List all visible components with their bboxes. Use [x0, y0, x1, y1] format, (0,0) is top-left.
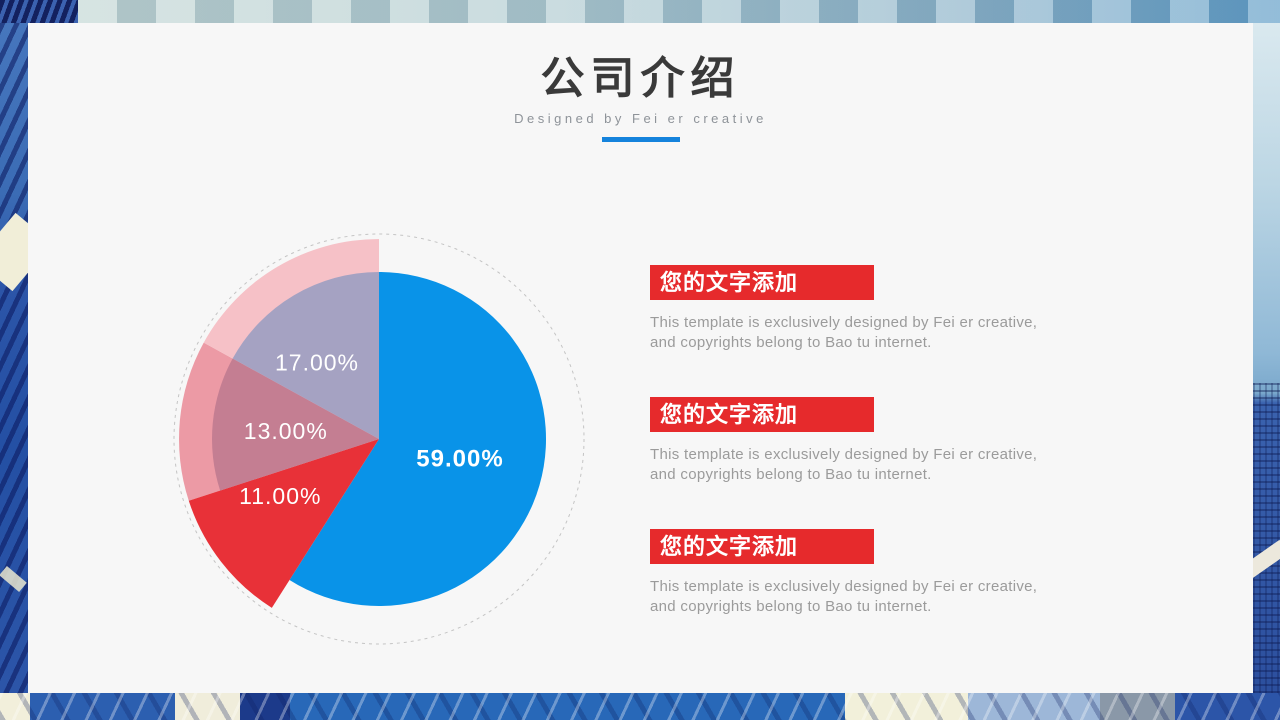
background-building-bands [78, 0, 1280, 23]
pie-label-59: 59.00% [416, 446, 503, 473]
pie-slice-59 [289, 272, 547, 606]
body-line: and copyrights belong to Bao tu internet… [650, 598, 932, 615]
page-title: 公司介绍 [540, 54, 741, 103]
background-photo-bottom [0, 693, 1280, 720]
text-block-2: 您的文字添加 This template is exclusively desi… [650, 397, 1102, 485]
background-building-corner [0, 0, 78, 23]
text-block-3: 您的文字添加 This template is exclusively desi… [650, 529, 1102, 617]
pie-label-13: 13.00% [244, 418, 328, 444]
background-photo-left [0, 23, 28, 693]
title-accent-bar [601, 137, 680, 142]
pie-label-17: 17.00% [275, 349, 359, 375]
pie-slice-17 [232, 272, 379, 439]
background-photo-top [0, 0, 1280, 23]
pie-chart: 59.00% 11.00% 13.00% 17.00% [169, 229, 589, 649]
text-block-1-heading: 您的文字添加 [650, 265, 874, 300]
body-line: This template is exclusively designed by… [650, 446, 1038, 463]
text-block-3-heading: 您的文字添加 [650, 529, 874, 564]
background-sky-patch-small [0, 566, 27, 592]
body-line: and copyrights belong to Bao tu internet… [650, 466, 932, 483]
slide-card: 公司介绍 Designed by Fei er creative 59.00% 1… [28, 23, 1253, 693]
background-photo-right [1253, 23, 1280, 693]
pie-dashed-ring [173, 233, 585, 645]
text-block-3-body: This template is exclusively designed by… [650, 577, 1102, 617]
text-block-1: 您的文字添加 This template is exclusively desi… [650, 265, 1102, 353]
page-subtitle: Designed by Fei er creative [514, 111, 767, 126]
pie-slice-11 [188, 439, 379, 608]
background-window-grid [1253, 383, 1280, 693]
text-block-2-body: This template is exclusively designed by… [650, 445, 1102, 485]
background-sky-patch [0, 212, 28, 292]
body-line: and copyrights belong to Bao tu internet… [650, 334, 932, 351]
slide-header: 公司介绍 Designed by Fei er creative [28, 56, 1253, 142]
pie-chart-svg: 59.00% 11.00% 13.00% 17.00% [173, 233, 585, 645]
pie-label-11: 11.00% [239, 483, 321, 509]
pie-slice-13 [211, 358, 379, 491]
body-line: This template is exclusively designed by… [650, 314, 1038, 331]
text-block-1-body: This template is exclusively designed by… [650, 313, 1102, 353]
text-block-2-heading: 您的文字添加 [650, 397, 874, 432]
body-line: This template is exclusively designed by… [650, 578, 1038, 595]
